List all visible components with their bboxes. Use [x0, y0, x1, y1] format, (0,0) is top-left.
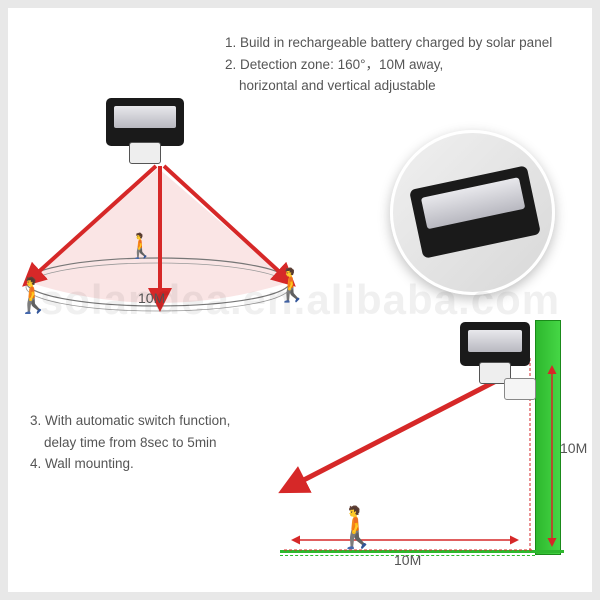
sensor-unit	[504, 378, 536, 400]
infographic-root: solandea.en.alibaba.com 1. Build in rech…	[0, 0, 600, 600]
feature-1: 1. Build in rechargeable battery charged…	[225, 32, 585, 54]
pedestrian-icon: 🚶	[12, 276, 54, 316]
wall-mount-diagram	[260, 308, 590, 588]
lamp-wall-mounted	[460, 322, 530, 366]
vertical-label: 10M	[560, 440, 587, 456]
lamp-diagram1	[106, 98, 184, 146]
pedestrian-icon: 🚶	[126, 232, 156, 261]
feature-2a: 2. Detection zone: 160°，10M away,	[225, 54, 585, 76]
pedestrian-icon: 🚶	[272, 266, 312, 304]
range-label-1: 10M	[138, 290, 165, 306]
horizontal-label: 10M	[394, 552, 421, 568]
product-closeup-photo	[390, 130, 555, 295]
pedestrian-icon: 🚶	[332, 504, 382, 551]
